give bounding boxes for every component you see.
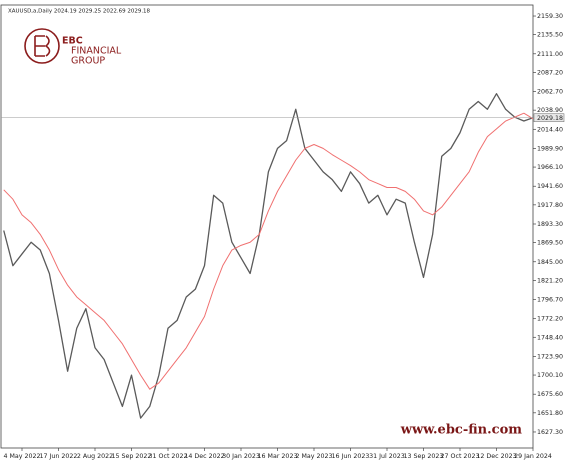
series-line bbox=[3, 93, 534, 419]
plot-frame bbox=[0, 4, 534, 449]
x-tick-label: 27 Oct 2023 bbox=[441, 453, 480, 460]
x-tick-label: 29 Jan 2024 bbox=[514, 453, 552, 460]
y-tick-label: 1772.20 bbox=[537, 316, 563, 323]
x-tick-label: 31 Jul 2023 bbox=[369, 453, 405, 460]
y-tick-label: 1627.30 bbox=[537, 429, 563, 436]
y-tick-label: 2038.90 bbox=[537, 107, 563, 114]
x-tick-label: 31 Oct 2022 bbox=[149, 453, 188, 460]
y-tick-label: 1748.40 bbox=[537, 334, 563, 341]
x-tick-label: 30 Jan 2023 bbox=[222, 453, 260, 460]
last-price-box bbox=[533, 113, 565, 123]
x-tick-label: 16 Jun 2023 bbox=[332, 453, 370, 460]
last-price-label: 2029.18 bbox=[537, 115, 563, 122]
x-tick-label: 13 Sep 2023 bbox=[404, 453, 444, 460]
x-tick-label: 14 Dec 2022 bbox=[184, 453, 224, 460]
y-tick-label: 1796.70 bbox=[537, 297, 563, 304]
y-tick-label: 2062.70 bbox=[537, 89, 563, 96]
x-tick-label: 4 May 2022 bbox=[3, 453, 40, 460]
x-tick-label: 16 Mar 2023 bbox=[258, 453, 298, 460]
logo-line: GROUP bbox=[71, 56, 105, 67]
y-tick-label: 2014.40 bbox=[537, 126, 563, 133]
x-tick-label: 2 May 2023 bbox=[295, 453, 332, 460]
y-tick-label: 1700.10 bbox=[537, 372, 563, 379]
y-tick-label: 1869.50 bbox=[537, 240, 563, 247]
y-tick-label: 1917.80 bbox=[537, 202, 563, 209]
logo-ring bbox=[24, 28, 60, 64]
logo-line: FINANCIAL bbox=[71, 46, 122, 57]
y-tick-label: 1675.60 bbox=[537, 391, 563, 398]
y-tick-label: 1651.80 bbox=[537, 410, 563, 417]
logo-mark bbox=[34, 35, 51, 57]
y-tick-label: 1723.90 bbox=[537, 353, 563, 360]
chart-header: XAUUSD,a,Daily 2024.19 2029.25 2022.69 2… bbox=[8, 9, 151, 15]
watermark: www.ebc-fin.com bbox=[400, 423, 522, 438]
y-tick-label: 1845.00 bbox=[537, 259, 563, 266]
y-tick-label: 1989.90 bbox=[537, 145, 563, 152]
y-tick-label: 2159.30 bbox=[537, 13, 563, 20]
x-tick-label: 12 Dec 2023 bbox=[476, 453, 516, 460]
y-tick-label: 2111.00 bbox=[537, 51, 563, 58]
logo: EBC FINANCIAL GROUP bbox=[24, 28, 122, 67]
y-tick-label: 1821.20 bbox=[537, 277, 563, 284]
y-tick-label: 2135.50 bbox=[537, 32, 563, 39]
x-tick-label: 17 Jun 2022 bbox=[40, 453, 78, 460]
logo-name: EBC bbox=[62, 36, 83, 47]
x-tick-label: 15 Sep 2022 bbox=[112, 453, 152, 460]
y-tick-label: 2087.20 bbox=[537, 69, 563, 76]
y-tick-label: 1966.10 bbox=[537, 164, 563, 171]
y-tick-label: 1941.60 bbox=[537, 183, 563, 190]
x-tick-label: 2 Aug 2022 bbox=[77, 453, 113, 460]
y-tick-label: 1893.30 bbox=[537, 221, 563, 228]
series-line bbox=[3, 112, 534, 390]
